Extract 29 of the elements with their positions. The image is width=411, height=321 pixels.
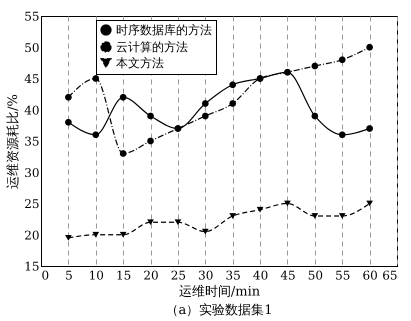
x-tick-label: 35 [226,268,241,282]
x-tick-label: 50 [308,268,323,282]
y-tick-label: 20 [24,228,40,242]
text: （a）实验数据集1 [165,303,273,318]
x-tick-label: 45 [280,268,296,282]
y-tick-label: 50 [24,40,40,55]
legend-label: 时序数据库的方法 [116,23,212,37]
y-tick-label: 45 [24,72,40,86]
x-tick-label: 65 [382,268,398,282]
x-tick-label: 15 [116,268,132,282]
y-tick-label: 55 [24,10,40,24]
legend-label: 本文方法 [116,56,164,70]
x-tick-label: 5 [65,268,73,282]
x-tick-label: 40 [252,268,268,282]
legend-label: 云计算的方法 [116,40,188,54]
x-tick-label: 0 [42,268,50,282]
y-tick-label: 40 [24,103,40,118]
y-tick-label: 15 [24,260,40,274]
x-axis-title: 运维时间/min [178,284,261,300]
x-tick-label: 55 [335,268,350,282]
y-tick-label: 25 [24,197,40,211]
x-tick-label: 30 [198,268,214,282]
x-tick-label: 20 [143,268,159,282]
x-tick-label: 25 [170,268,186,282]
x-tick-label: 10 [88,268,104,282]
y-tick-label: 35 [24,134,40,148]
y-tick-label: 30 [24,166,40,180]
x-tick-label: 60 [362,268,378,282]
y-axis-title: 运维资源耗比/% [6,94,22,189]
